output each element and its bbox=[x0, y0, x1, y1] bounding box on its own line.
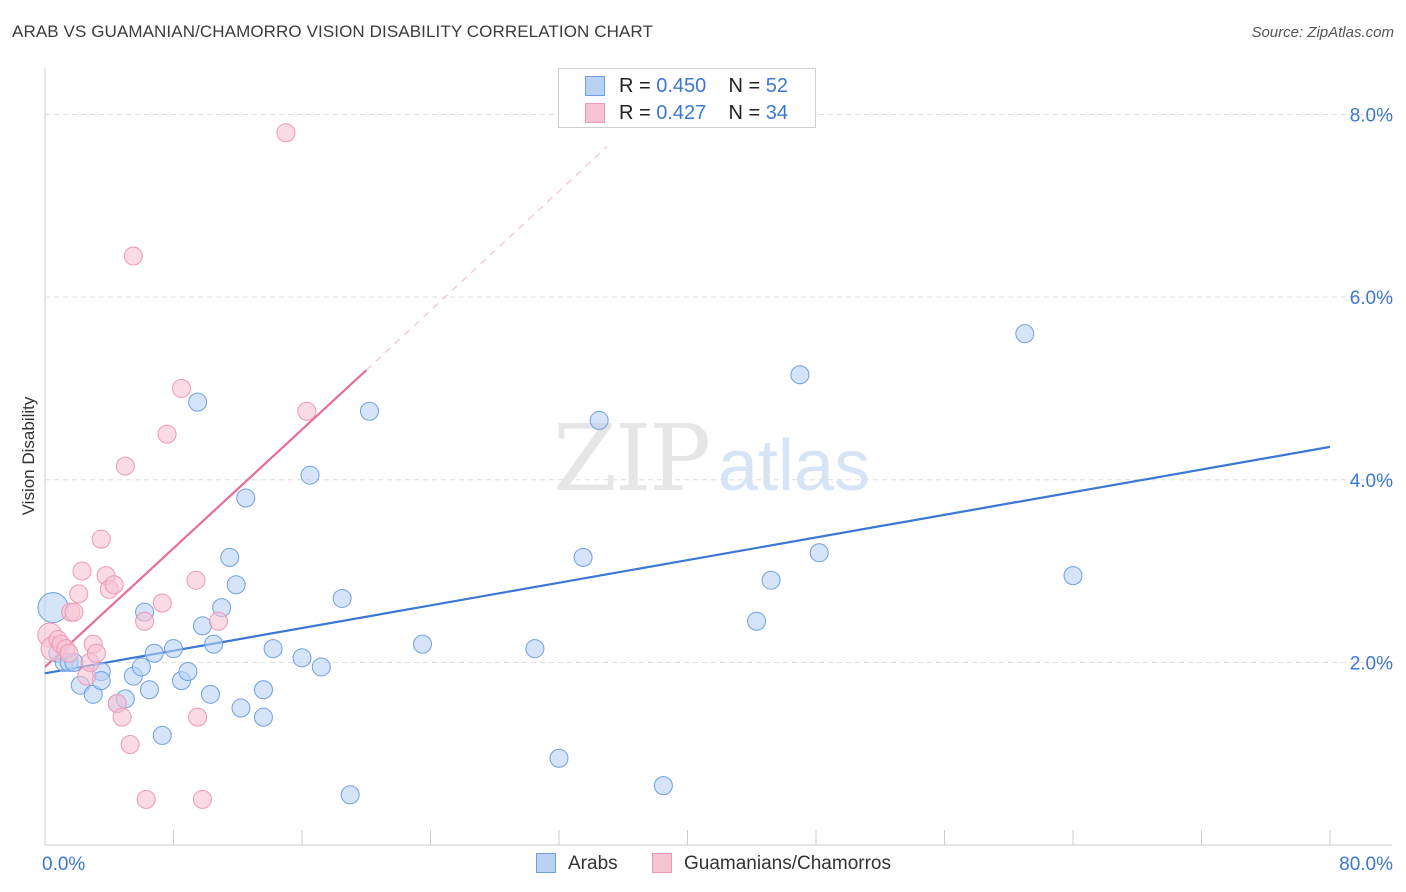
x-tick-label-max: 80.0% bbox=[1339, 854, 1393, 875]
legend-n-label: N = bbox=[728, 102, 761, 124]
arab-point bbox=[300, 465, 320, 485]
arab-point bbox=[253, 707, 273, 727]
legend-r-label: R = bbox=[619, 102, 651, 124]
guamanian-trend-line bbox=[44, 369, 367, 668]
arab-point bbox=[178, 662, 198, 682]
arab-trend-line bbox=[44, 445, 1331, 675]
arab-point bbox=[589, 410, 609, 430]
guamanian-point bbox=[115, 456, 135, 476]
guamanian-point bbox=[59, 643, 79, 663]
guamanian-point bbox=[152, 593, 172, 613]
arab-point bbox=[790, 365, 810, 385]
guamanian-point bbox=[104, 575, 124, 595]
arab-point bbox=[231, 698, 251, 718]
guamanian-point bbox=[188, 707, 208, 727]
guamanian-point bbox=[123, 246, 143, 266]
legend-label-guamanians: Guamanians/Chamorros bbox=[684, 853, 891, 874]
guamanian-trend-extension bbox=[365, 146, 608, 371]
data-points bbox=[37, 123, 1083, 809]
guamanian-point bbox=[192, 789, 212, 809]
axes bbox=[44, 68, 1392, 846]
y-axis-title: Vision Disability bbox=[19, 396, 38, 515]
watermark-zip: ZIP bbox=[553, 405, 709, 512]
arab-point bbox=[226, 575, 246, 595]
guamanian-point bbox=[69, 584, 89, 604]
guamanian-point bbox=[276, 123, 296, 143]
arab-point bbox=[747, 611, 767, 631]
arab-point bbox=[253, 680, 273, 700]
arab-point bbox=[192, 616, 212, 636]
guamanian-point bbox=[297, 401, 317, 421]
y-tick-label: 2.0% bbox=[1350, 653, 1393, 674]
arab-point bbox=[200, 684, 220, 704]
arab-point bbox=[1015, 324, 1035, 344]
arab-point bbox=[359, 401, 379, 421]
arab-point bbox=[332, 588, 352, 608]
arab-point bbox=[311, 657, 331, 677]
guamanian-point bbox=[186, 570, 206, 590]
axis-labels: 2.0% 4.0% 6.0% 8.0% 0.0% 80.0% Vision Disabili… bbox=[19, 106, 1393, 875]
arab-point bbox=[340, 785, 360, 805]
trend-lines bbox=[44, 146, 1331, 675]
legend-r-value: 0.450 bbox=[656, 75, 707, 97]
arab-point bbox=[204, 634, 224, 654]
arab-point bbox=[236, 488, 256, 508]
legend-r-value: 0.427 bbox=[656, 102, 707, 124]
arab-point bbox=[525, 639, 545, 659]
guamanian-point bbox=[208, 611, 228, 631]
grid-lines bbox=[45, 114, 1392, 663]
watermark-atlas: atlas bbox=[718, 426, 870, 506]
y-tick-label: 6.0% bbox=[1350, 288, 1393, 309]
arab-point bbox=[549, 748, 569, 768]
legend-label-arabs: Arabs bbox=[568, 853, 618, 874]
arab-point bbox=[292, 648, 312, 668]
correlation-legend: R = 0.450 N = 52 R = 0.427 N = 34 bbox=[558, 68, 816, 128]
arab-point bbox=[573, 547, 593, 567]
guamanian-point bbox=[86, 643, 106, 663]
legend-n-label: N = bbox=[728, 75, 761, 97]
legend-n-value: 52 bbox=[765, 75, 789, 97]
y-tick-label: 4.0% bbox=[1350, 471, 1393, 492]
arab-point bbox=[188, 392, 208, 412]
guamanian-point bbox=[157, 424, 177, 444]
chart-title: ARAB VS GUAMANIAN/CHAMORRO VISION DISABI… bbox=[12, 22, 653, 41]
arab-point bbox=[152, 725, 172, 745]
arab-point bbox=[139, 680, 159, 700]
guamanian-point bbox=[136, 789, 156, 809]
arab-point bbox=[144, 643, 164, 663]
guamanian-point bbox=[172, 378, 192, 398]
arab-point bbox=[809, 543, 829, 563]
guamanian-point bbox=[112, 707, 132, 727]
guamanian-point bbox=[64, 602, 84, 622]
y-tick-label: 8.0% bbox=[1350, 106, 1393, 127]
legend-r-label: R = bbox=[619, 75, 651, 97]
source-label: Source: ZipAtlas.com bbox=[1251, 24, 1394, 41]
arab-point bbox=[412, 634, 432, 654]
arabs-legend-swatch bbox=[536, 853, 556, 873]
x-tick-label-min: 0.0% bbox=[42, 854, 85, 875]
arab-point bbox=[653, 776, 673, 796]
guamanians-swatch bbox=[585, 103, 605, 123]
arab-point bbox=[131, 657, 151, 677]
arab-point bbox=[164, 639, 183, 659]
guamanians-legend-swatch bbox=[652, 853, 672, 873]
guamanian-point bbox=[120, 735, 140, 755]
guamanian-point bbox=[72, 561, 92, 581]
guamanian-point bbox=[91, 529, 111, 549]
watermark: ZIP atlas bbox=[553, 405, 870, 512]
arab-point bbox=[263, 639, 283, 659]
arab-point bbox=[220, 547, 240, 567]
arab-point bbox=[761, 570, 781, 590]
guamanian-point bbox=[135, 611, 155, 631]
arab-point bbox=[1063, 566, 1083, 586]
legend-n-value: 34 bbox=[765, 102, 789, 124]
arabs-swatch bbox=[585, 76, 605, 96]
